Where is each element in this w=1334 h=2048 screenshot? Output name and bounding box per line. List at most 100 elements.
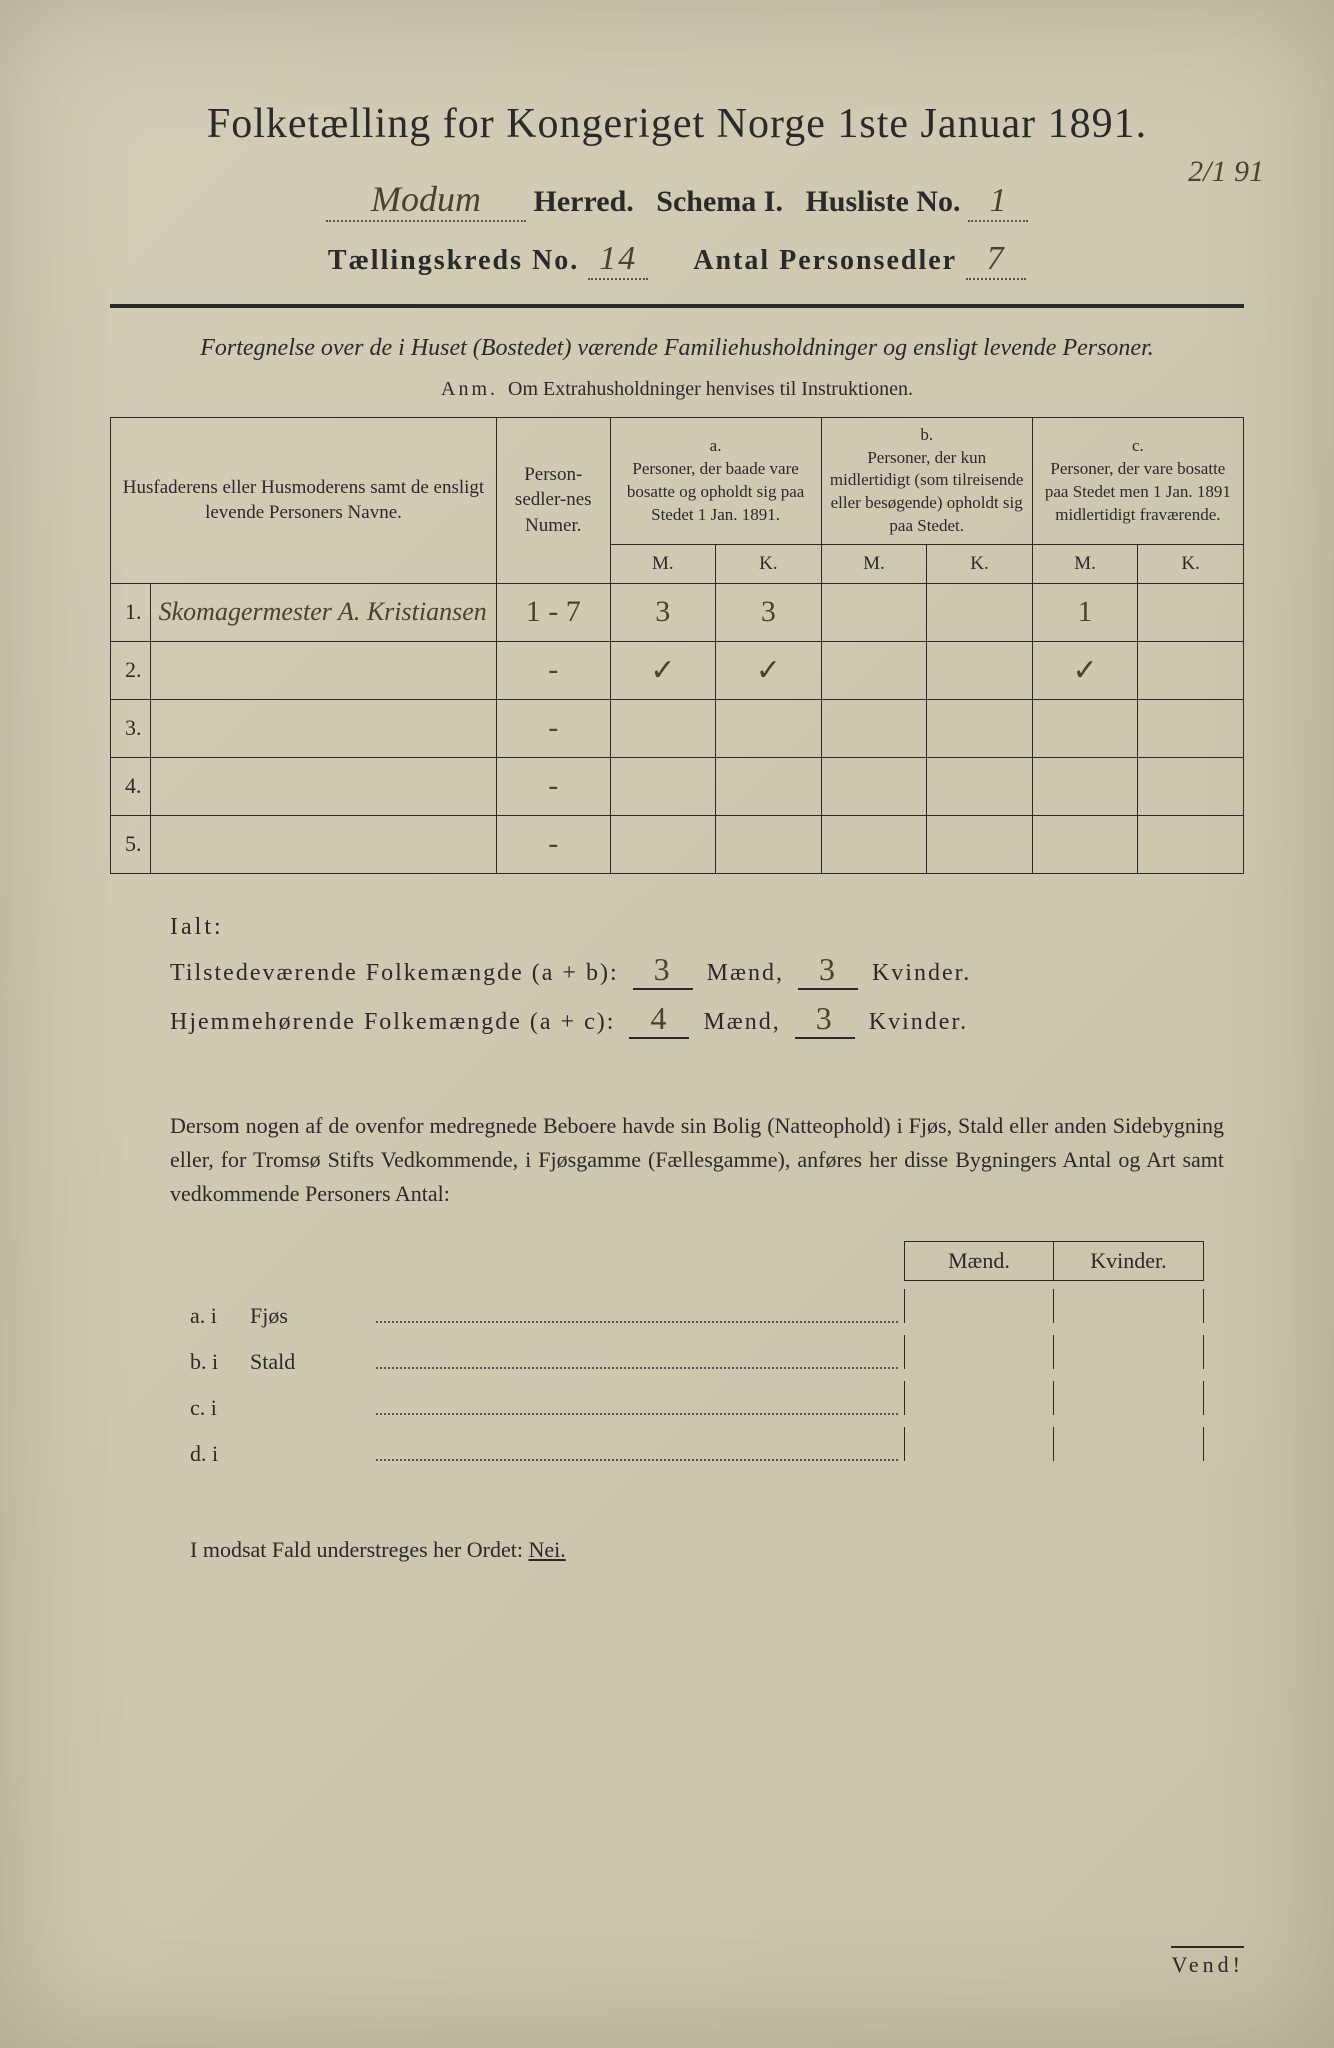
row-b-m (821, 641, 927, 699)
census-form-page: Folketælling for Kongeriget Norge 1ste J… (0, 0, 1334, 2048)
vend-label: Vend! (1171, 1946, 1244, 1978)
row-a-k: 3 (716, 583, 822, 641)
row-a-m (610, 757, 716, 815)
col-a-m: M. (610, 545, 716, 584)
anm-label: Anm. (441, 378, 498, 400)
side-cell-k (1054, 1427, 1204, 1461)
row-b-m (821, 583, 927, 641)
side-row-name: Fjøs (250, 1303, 370, 1329)
col-b-k: K. (927, 545, 1033, 584)
row-c-m (1032, 815, 1138, 873)
table-row: 4. - (111, 757, 1244, 815)
header-line-kreds: Tællingskreds No. 14 Antal Personsedler … (110, 240, 1244, 280)
col-group-c: c. Personer, der vare bosatte paa Stedet… (1032, 417, 1243, 545)
row-name (150, 699, 496, 757)
row-name (150, 641, 496, 699)
footer-nei-line: I modsat Fald understreges her Ordet: Ne… (190, 1537, 1244, 1563)
row-a-m (610, 815, 716, 873)
row-c-k (1138, 583, 1244, 641)
row-name (150, 815, 496, 873)
col-c-k: K. (1138, 545, 1244, 584)
row-a-m: ✓ (610, 641, 716, 699)
side-cell-k (1054, 1289, 1204, 1323)
table-row: 3. - (111, 699, 1244, 757)
col-a-k: K. (716, 545, 822, 584)
total-present-label: Tilstedeværende Folkemængde (a + b): (170, 960, 619, 986)
total-present-m: 3 (633, 951, 693, 990)
row-c-m: 1 (1032, 583, 1138, 641)
side-row-dots (376, 1367, 898, 1369)
husliste-value: 1 (968, 182, 1028, 222)
row-a-k (716, 699, 822, 757)
row-number: 2. (111, 641, 151, 699)
corner-date: 2/1 91 (1188, 155, 1264, 189)
side-row-label: c. i (190, 1395, 250, 1421)
row-name (150, 757, 496, 815)
personsedler-value: 7 (966, 240, 1026, 280)
row-number: 1. (111, 583, 151, 641)
side-row-label: b. i (190, 1349, 250, 1375)
page-title: Folketælling for Kongeriget Norge 1ste J… (110, 100, 1244, 148)
total-present-k: 3 (798, 951, 858, 990)
total-present: Tilstedeværende Folkemængde (a + b): 3 M… (170, 951, 1244, 990)
row-a-k (716, 757, 822, 815)
side-hdr-maend: Mænd. (904, 1241, 1054, 1281)
side-row-dots (376, 1459, 898, 1461)
row-num: - (496, 815, 610, 873)
row-b-k (927, 815, 1033, 873)
side-row: c. i (190, 1381, 1204, 1421)
row-num: - (496, 757, 610, 815)
table-row: 2.-✓✓✓ (111, 641, 1244, 699)
row-c-k (1138, 757, 1244, 815)
kreds-label: Tællingskreds No. (328, 245, 579, 276)
schema-label: Schema I. (656, 185, 783, 218)
side-cell-k (1054, 1381, 1204, 1415)
ialt-label: Ialt: (170, 914, 1244, 941)
row-a-k (716, 815, 822, 873)
footer-nei: Nei. (528, 1537, 565, 1562)
kreds-value: 14 (588, 240, 648, 280)
row-b-k (927, 583, 1033, 641)
household-table: Husfaderens eller Husmoderens samt de en… (110, 417, 1244, 874)
side-row: b. iStald (190, 1335, 1204, 1375)
herred-label: Herred. (534, 185, 634, 218)
side-row: a. iFjøs (190, 1289, 1204, 1329)
row-b-m (821, 815, 927, 873)
outbuilding-paragraph: Dersom nogen af de ovenfor medregnede Be… (170, 1109, 1224, 1211)
row-a-m: 3 (610, 583, 716, 641)
row-num: 1 - 7 (496, 583, 610, 641)
row-c-k (1138, 699, 1244, 757)
row-number: 4. (111, 757, 151, 815)
divider-top (110, 304, 1244, 308)
row-c-m (1032, 757, 1138, 815)
row-b-k (927, 699, 1033, 757)
row-c-k (1138, 641, 1244, 699)
footer-text: I modsat Fald understreges her Ordet: (190, 1537, 528, 1562)
personsedler-label: Antal Personsedler (693, 245, 957, 276)
side-cell-m (904, 1335, 1054, 1369)
side-cell-k (1054, 1335, 1204, 1369)
side-cell-m (904, 1427, 1054, 1461)
table-row: 1.Skomagermester A. Kristiansen1 - 7331 (111, 583, 1244, 641)
col-header-name: Husfaderens eller Husmoderens samt de en… (111, 417, 497, 583)
row-num: - (496, 699, 610, 757)
side-row-label: d. i (190, 1441, 250, 1467)
table-row: 5. - (111, 815, 1244, 873)
row-c-m (1032, 699, 1138, 757)
side-cell-m (904, 1289, 1054, 1323)
col-c-m: M. (1032, 545, 1138, 584)
row-a-m (610, 699, 716, 757)
row-c-k (1138, 815, 1244, 873)
husliste-label: Husliste No. (805, 185, 960, 218)
total-resident: Hjemmehørende Folkemængde (a + c): 4 Mæn… (170, 1000, 1244, 1039)
outbuilding-table: a. iFjøs b. iStald c. i d. i (190, 1289, 1204, 1467)
total-resident-label: Hjemmehørende Folkemængde (a + c): (170, 1009, 615, 1035)
anm-text: Om Extrahusholdninger henvises til Instr… (508, 378, 913, 400)
row-name: Skomagermester A. Kristiansen (150, 583, 496, 641)
col-group-a: a. Personer, der baade vare bosatte og o… (610, 417, 821, 545)
herred-value: Modum (326, 178, 526, 222)
row-number: 3. (111, 699, 151, 757)
row-number: 5. (111, 815, 151, 873)
side-hdr-kvinder: Kvinder. (1054, 1241, 1204, 1281)
header-line-herred: Modum Herred. Schema I. Husliste No. 1 (110, 178, 1244, 222)
